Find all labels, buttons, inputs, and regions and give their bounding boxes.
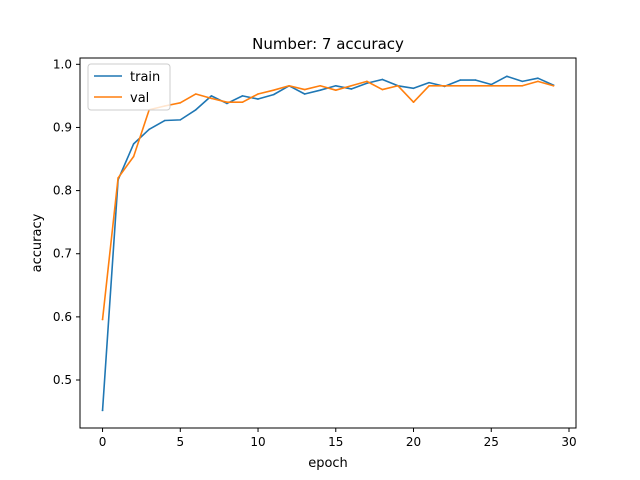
data-point-train-21 [428,81,430,84]
data-point-val-16 [350,84,353,87]
chart-title: Number: 7 accuracy [252,35,404,53]
data-point-val-25 [490,84,493,87]
data-point-train-24 [474,79,477,81]
data-point-val-15 [334,89,337,91]
x-tick-label-6: 30 [561,435,576,449]
x-tick-label-5: 25 [484,435,499,449]
axis-ticks: 0 5 10 15 20 25 30 0.5 0.6 0.7 0.8 0.9 1.0 [53,57,577,449]
data-point-train-10 [257,98,259,100]
y-axis-label: accuracy [30,213,45,272]
data-point-val-17 [366,80,368,83]
data-point-val-6 [195,93,197,95]
data-point-val-0 [101,318,104,321]
data-point-val-9 [241,101,244,103]
y-tick-label-3: 0.8 [53,184,72,198]
data-point-val-10 [257,93,259,95]
data-point-train-7 [210,95,213,97]
y-tick-label-1: 0.6 [53,310,72,324]
data-point-train-5 [179,119,182,121]
data-point-val-29 [552,84,555,87]
data-point-val-7 [210,97,213,100]
data-point-val-8 [226,101,228,103]
series-line-val [101,80,555,321]
data-point-val-27 [521,84,524,87]
x-tick-label-0: 0 [99,435,107,449]
data-point-val-1 [117,177,119,179]
series-line-train [101,75,555,412]
data-point-train-20 [412,87,415,90]
data-point-train-11 [272,93,275,96]
data-point-val-24 [474,84,477,87]
data-point-train-23 [459,79,461,81]
data-point-val-19 [397,84,399,87]
data-point-train-18 [381,78,384,81]
y-tick-label-5: 1.0 [53,57,72,71]
data-point-val-20 [412,101,415,103]
data-point-train-25 [490,83,493,86]
data-point-val-2 [132,155,135,158]
data-point-train-13 [303,93,306,95]
plot-frame [79,57,577,429]
legend-label-val: val [130,91,149,106]
data-point-train-16 [350,88,353,90]
data-point-train-4 [163,119,166,122]
legend-label-train: train [130,70,160,85]
data-point-train-17 [366,82,368,85]
x-axis-label: epoch [308,456,348,471]
data-point-train-28 [537,77,539,79]
legend: train val [87,63,171,111]
data-point-train-27 [521,80,524,83]
y-tick-label-2: 0.7 [53,247,72,261]
data-point-val-5 [179,102,182,104]
data-point-val-22 [443,84,446,87]
data-point-train-2 [132,143,135,145]
data-point-train-3 [148,128,150,131]
plot-area [101,75,555,412]
data-point-train-15 [334,84,337,87]
data-point-val-18 [381,88,384,91]
data-point-val-23 [459,84,461,87]
data-point-val-28 [537,80,539,83]
data-point-val-12 [288,84,290,87]
data-point-train-8 [226,102,228,105]
data-point-val-21 [428,84,430,87]
data-point-val-14 [319,84,322,87]
data-point-train-6 [195,108,197,111]
data-point-val-11 [272,89,275,91]
data-point-train-14 [319,89,322,91]
data-point-train-9 [241,95,244,97]
data-point-train-0 [101,409,104,412]
y-tick-label-0: 0.5 [53,373,72,387]
y-tick-label-4: 0.9 [53,120,72,134]
x-tick-label-2: 10 [250,435,265,449]
x-tick-label-3: 15 [328,435,343,449]
x-tick-label-1: 5 [176,435,184,449]
data-point-val-13 [303,88,306,91]
data-point-val-26 [506,84,508,87]
x-tick-label-4: 20 [406,435,421,449]
data-point-train-26 [506,75,508,78]
